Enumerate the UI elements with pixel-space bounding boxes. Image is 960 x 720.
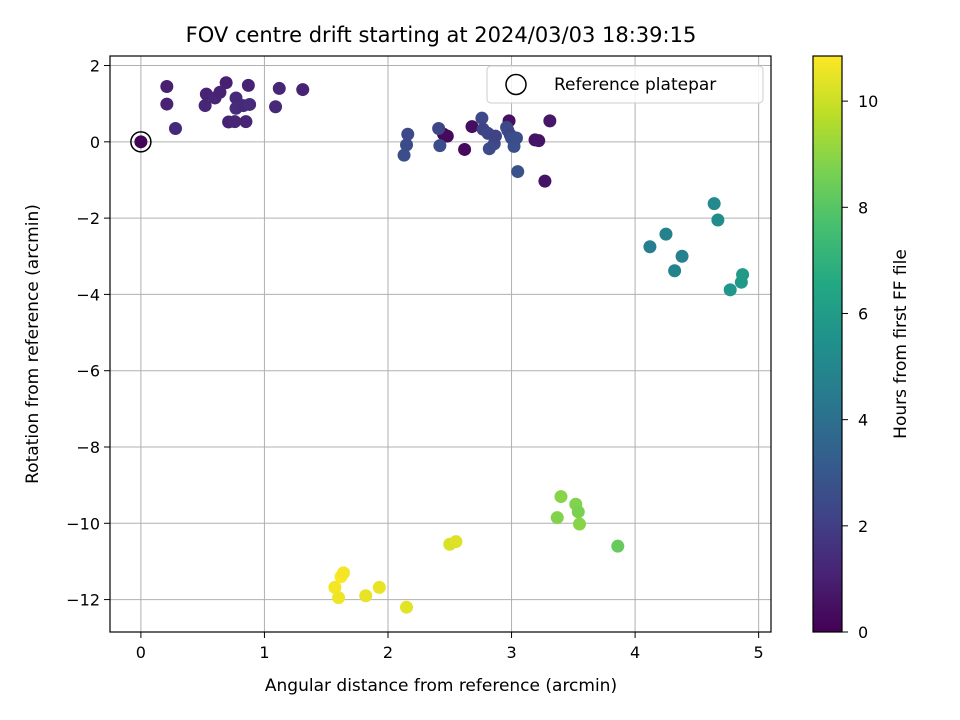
data-point	[243, 97, 257, 111]
data-point	[736, 268, 750, 282]
x-tick-label: 0	[136, 643, 146, 662]
data-point	[449, 535, 463, 549]
data-point	[675, 249, 689, 263]
data-point	[296, 83, 310, 97]
data-point	[241, 78, 255, 92]
data-point	[401, 127, 415, 141]
colorbar: 0 2 4 6 8 10 Hours from first FF file	[812, 55, 911, 642]
data-point	[219, 76, 233, 90]
y-tick-label: −12	[66, 591, 100, 610]
data-point	[554, 490, 568, 504]
data-point	[272, 81, 286, 95]
data-point	[134, 135, 148, 149]
data-point	[723, 283, 737, 297]
x-tick-label: 2	[383, 643, 393, 662]
data-point	[160, 97, 174, 111]
data-point	[433, 139, 447, 153]
x-tick-label: 3	[506, 643, 516, 662]
x-axis-label: Angular distance from reference (arcmin)	[265, 676, 617, 696]
data-point	[458, 142, 472, 156]
data-point	[397, 148, 411, 162]
legend-marker-reference	[505, 73, 527, 96]
reference-marker	[130, 131, 152, 153]
x-axis-ticks: 0 1 2 3 4 5	[136, 632, 764, 662]
data-point	[550, 511, 564, 525]
reference-point	[130, 131, 152, 153]
colorbar-tick-label: 0	[858, 623, 868, 642]
x-tick-label: 1	[259, 643, 269, 662]
data-point	[659, 227, 673, 241]
data-point	[160, 80, 174, 94]
data-point	[400, 138, 414, 152]
legend-label-reference: Reference platepar	[554, 75, 716, 95]
data-point	[432, 121, 446, 135]
data-point	[611, 539, 625, 553]
y-tick-label: −2	[76, 209, 100, 228]
data-point	[213, 85, 227, 99]
data-point	[332, 591, 346, 605]
data-point	[511, 165, 525, 179]
y-tick-label: −6	[76, 362, 100, 381]
data-point	[532, 134, 546, 148]
y-tick-label: −4	[76, 285, 100, 304]
y-tick-label: −10	[66, 514, 100, 533]
data-point	[168, 121, 182, 135]
data-point	[475, 111, 489, 125]
legend-box	[486, 65, 764, 104]
chart-title: FOV centre drift starting at 2024/03/03 …	[186, 23, 697, 47]
data-point	[707, 197, 721, 211]
data-point	[440, 129, 454, 143]
y-tick-label: 0	[90, 133, 100, 152]
data-point	[538, 174, 552, 188]
x-tick-label: 4	[630, 643, 640, 662]
data-point	[239, 115, 253, 129]
colorbar-frame	[812, 55, 843, 633]
colorbar-tick-label: 10	[858, 92, 878, 111]
data-point	[198, 99, 212, 113]
colorbar-tick-label: 6	[858, 304, 868, 323]
y-tick-label: −8	[76, 438, 100, 457]
data-point	[372, 580, 386, 594]
scatter-points	[134, 76, 750, 614]
data-point	[488, 129, 502, 143]
plot-frame	[109, 55, 772, 633]
data-point	[572, 517, 586, 531]
colorbar-label: Hours from first FF file	[891, 249, 911, 439]
data-point	[269, 100, 283, 114]
colorbar-gradient	[813, 56, 842, 632]
data-point	[228, 115, 242, 129]
y-tick-label: 2	[90, 57, 100, 76]
data-point	[711, 213, 725, 227]
data-point	[543, 114, 557, 128]
data-point	[465, 120, 479, 134]
data-point	[509, 131, 523, 145]
legend: Reference platepar	[486, 65, 764, 104]
data-point	[643, 240, 657, 254]
data-point	[337, 566, 351, 580]
colorbar-tick-label: 4	[858, 411, 868, 430]
data-point	[400, 600, 414, 614]
colorbar-tick-label: 2	[858, 517, 868, 536]
data-point	[359, 589, 373, 603]
y-axis-label: Rotation from reference (arcmin)	[23, 204, 43, 484]
data-point	[668, 264, 682, 278]
colorbar-ticks: 0 2 4 6 8 10	[842, 92, 878, 642]
x-tick-label: 5	[754, 643, 764, 662]
grid	[110, 56, 771, 632]
data-point	[328, 580, 342, 594]
colorbar-tick-label: 8	[858, 198, 868, 217]
data-point	[571, 505, 585, 519]
y-axis-ticks: 2 0 −2 −4 −6 −8 −10 −12	[66, 57, 110, 610]
